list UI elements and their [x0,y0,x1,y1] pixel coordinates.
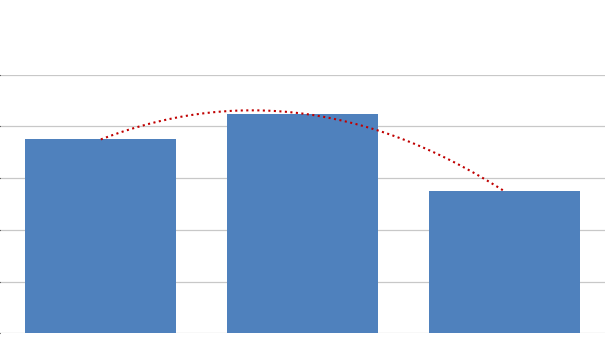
Bar [25,139,177,333]
Bar [227,114,378,333]
Bar [428,191,580,333]
